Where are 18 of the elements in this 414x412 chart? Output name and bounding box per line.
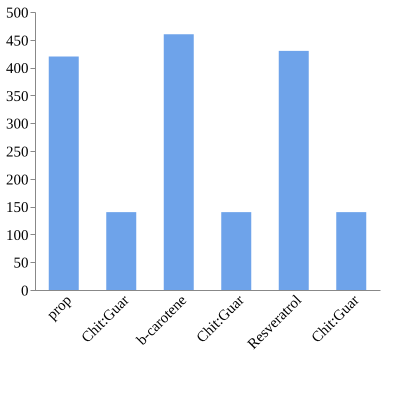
y-tick-label: 500 bbox=[6, 6, 28, 22]
y-tick-label: 250 bbox=[6, 144, 28, 160]
y-tick-label: 200 bbox=[6, 172, 28, 188]
x-tick-label: prop bbox=[44, 292, 76, 324]
bar bbox=[106, 212, 136, 290]
y-tick-label: 150 bbox=[6, 200, 28, 216]
y-tick-label: 350 bbox=[6, 88, 28, 105]
bar bbox=[278, 50, 309, 290]
y-tick-label: 50 bbox=[14, 256, 28, 272]
bar bbox=[221, 212, 252, 290]
y-tick-label: 450 bbox=[6, 33, 28, 50]
y-tick-label: 400 bbox=[6, 61, 28, 78]
y-tick-label: 0 bbox=[21, 284, 28, 300]
bar bbox=[336, 212, 366, 290]
bar bbox=[164, 34, 194, 290]
y-tick-label: 300 bbox=[6, 116, 28, 133]
bar bbox=[48, 56, 79, 290]
y-tick-label: 100 bbox=[6, 228, 28, 244]
